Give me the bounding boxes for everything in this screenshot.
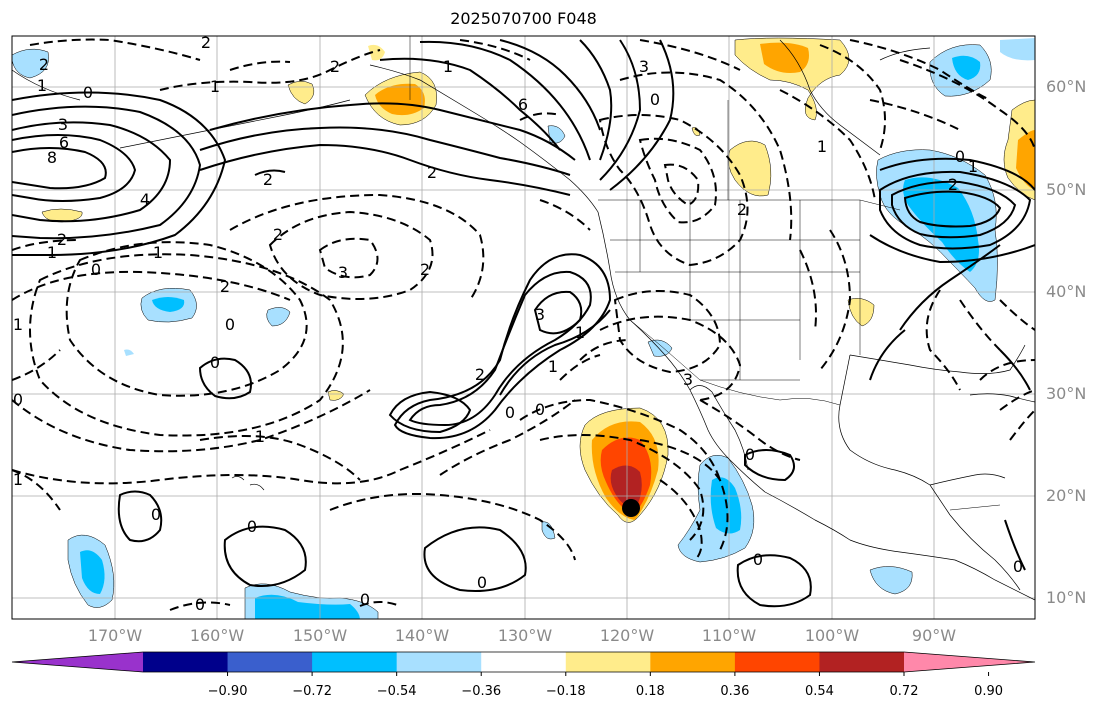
contour-label: 6 [59, 133, 69, 152]
contour-label: 3 [535, 305, 545, 324]
colorbar-tick-label: 0.90 [974, 684, 1004, 699]
contour-label: 2 [220, 277, 230, 296]
contour-label: 1 [210, 77, 220, 96]
longitude-label: 170°W [87, 626, 143, 645]
longitude-label: 110°W [701, 626, 757, 645]
longitude-label: 120°W [599, 626, 655, 645]
contour-label: 1 [548, 357, 558, 376]
tropical-cyclone-marker [622, 499, 640, 517]
contour-label: 0 [535, 400, 545, 419]
contour-label: 1 [13, 470, 23, 489]
contour-label: 1 [37, 76, 47, 95]
contour-label: 2 [737, 200, 747, 219]
contour-label: 2 [39, 55, 49, 74]
contour-label: 3 [58, 115, 68, 134]
contour-label: 8 [47, 148, 57, 167]
contour-label: 0 [753, 550, 763, 569]
longitude-label: 160°W [189, 626, 245, 645]
contour-label: 0 [83, 83, 93, 102]
contour-label: 2 [273, 225, 283, 244]
latitude-label: 50°N [1046, 180, 1087, 199]
contour-label: 1 [255, 427, 265, 446]
contour-label: 2 [330, 57, 340, 76]
contour-label: 1 [968, 157, 978, 176]
longitude-label: 150°W [292, 626, 348, 645]
negative-anomaly-shading [12, 38, 1035, 619]
contour-label: 2 [475, 365, 485, 384]
contour-label: 1 [47, 243, 57, 262]
coastlines [12, 39, 1035, 601]
colorbar-tick-label: −0.36 [461, 684, 502, 699]
colorbar-tick-label: 0.72 [889, 684, 919, 699]
latitude-label: 30°N [1046, 384, 1087, 403]
colorbar-segment [650, 652, 736, 672]
colorbar-segment [396, 652, 482, 672]
contour-label: 1 [817, 137, 827, 156]
colorbar-tick-label: 0.54 [804, 684, 834, 699]
contour-label: 2 [263, 170, 273, 189]
contour-label: 1 [13, 315, 23, 334]
contour-label: 3 [639, 57, 649, 76]
contour-label: 2 [427, 163, 437, 182]
colorbar-tick-label: 0.36 [720, 684, 750, 699]
contour-label: 0 [247, 517, 257, 536]
contour-label: 2 [201, 33, 211, 52]
contour-label: 2 [420, 260, 430, 279]
latitude-label: 20°N [1046, 486, 1087, 505]
contour-label: 0 [91, 260, 101, 279]
colorbar-tick-label: −0.90 [207, 684, 248, 699]
colorbar-segment [143, 652, 229, 672]
contour-label: 0 [505, 403, 515, 422]
contour-label: 2 [57, 230, 67, 249]
contour-label: 0 [1013, 557, 1023, 576]
contour-label: 1 [443, 57, 453, 76]
colorbar-outline [11, 651, 1036, 673]
longitude-label: 130°W [497, 626, 553, 645]
contour-labels: 2 1 0 2 1 3 6 8 4 2 1 0 2 1 6 3 2 2 2 0 … [13, 33, 1023, 614]
contour-label: 0 [477, 573, 487, 592]
contour-label: 0 [225, 315, 235, 334]
map-frame [11, 35, 1036, 620]
colorbar-extend-max [904, 652, 1035, 672]
contour-label: 4 [140, 190, 150, 209]
contour-label: 1 [153, 243, 163, 262]
latitude-label: 60°N [1046, 77, 1087, 96]
contour-label: 0 [195, 595, 205, 614]
negative-contours [12, 38, 1035, 611]
colorbar [11, 651, 1036, 676]
colorbar-tick-label: −0.18 [545, 684, 586, 699]
longitude-label: 90°W [911, 626, 957, 645]
longitude-label: 140°W [394, 626, 450, 645]
map-title: 2025070700 F048 [450, 9, 597, 28]
contour-label: 0 [13, 390, 23, 409]
contour-label: 6 [518, 95, 528, 114]
colorbar-segment [819, 652, 905, 672]
colorbar-segment [734, 652, 820, 672]
longitude-label: 100°W [804, 626, 860, 645]
contour-label: 0 [210, 353, 220, 372]
contour-label: 0 [745, 445, 755, 464]
contour-label: 1 [575, 323, 585, 342]
contour-label: 0 [955, 147, 965, 166]
colorbar-extend-min [12, 652, 143, 672]
colorbar-segment [227, 652, 313, 672]
colorbar-tick-label: −0.72 [292, 684, 333, 699]
contour-label: 3 [683, 370, 693, 389]
colorbar-tick-label: 0.18 [635, 684, 665, 699]
contour-label: 0 [151, 505, 161, 524]
political-borders [409, 36, 1001, 511]
contour-label: 0 [360, 590, 370, 609]
contour-label: 2 [948, 175, 958, 194]
latitude-label: 10°N [1046, 588, 1087, 607]
colorbar-segment [481, 652, 567, 672]
colorbar-segment [312, 652, 398, 672]
positive-contours [12, 39, 1035, 608]
contour-label: 3 [338, 263, 348, 282]
colorbar-tick-label: −0.54 [376, 684, 417, 699]
colorbar-segment [565, 652, 651, 672]
latitude-label: 40°N [1046, 282, 1087, 301]
contour-label: 0 [650, 90, 660, 109]
